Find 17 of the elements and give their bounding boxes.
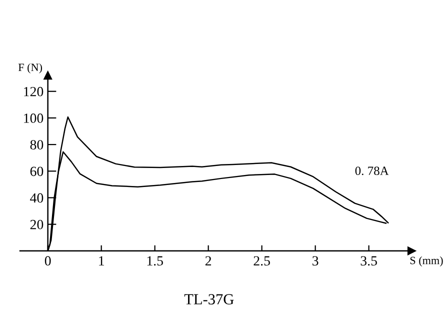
x-tick-label: 0: [44, 256, 51, 266]
y-axis-title: F (N): [18, 63, 42, 74]
annotation: 0. 78A: [355, 166, 389, 176]
y-tick-label: 60: [30, 166, 44, 176]
text: TL-37G: [184, 294, 234, 304]
y-tick-label: 40: [30, 193, 44, 203]
x-tick-label: 1.5: [147, 256, 163, 266]
y-tick-label: 120: [24, 86, 44, 96]
x-tick-label: 3.5: [360, 256, 377, 266]
x-tick-label: 3: [312, 256, 318, 266]
y-tick-label: 20: [30, 220, 44, 230]
x-axis-title: S (mm): [410, 256, 443, 266]
y-tick-label: 100: [24, 114, 44, 123]
x-tick-label: 2.5: [254, 256, 270, 266]
x-tick-label: 1: [99, 256, 104, 266]
x-tick-label: 2: [205, 256, 212, 266]
y-tick-label: 80: [30, 140, 44, 150]
